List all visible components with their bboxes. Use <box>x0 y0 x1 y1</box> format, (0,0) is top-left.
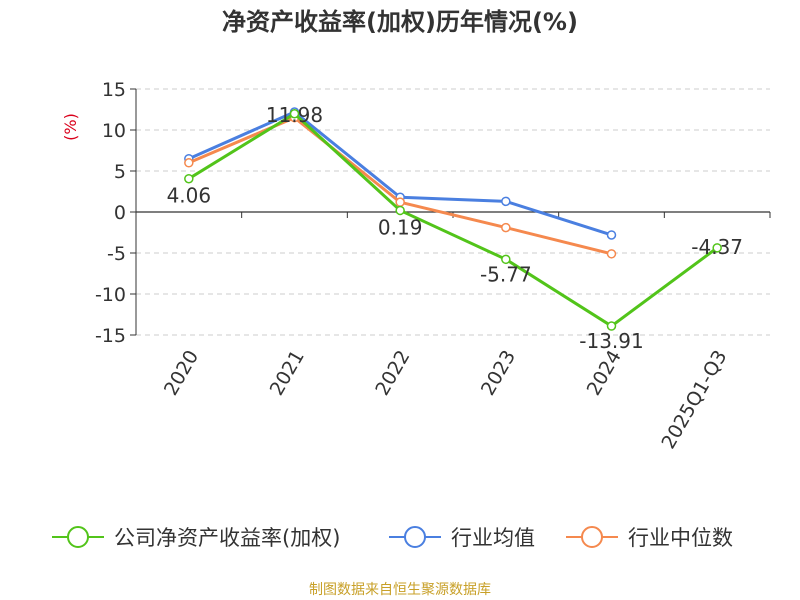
data-label-0: 4.06 <box>167 184 212 208</box>
series-0-point[interactable] <box>184 173 194 184</box>
series-2-point[interactable] <box>395 197 405 207</box>
y-tick-label-5: -10 <box>95 284 126 306</box>
series-0-point[interactable] <box>606 321 617 331</box>
legend-item-2[interactable]: 行业中位数 <box>566 526 733 550</box>
x-tick-label-5: 2025Q1-Q3 <box>657 347 731 453</box>
axes: 15 10 5 0 -5 -10 -15 2020 2021 2022 2023 2024 2025Q1… <box>95 79 771 453</box>
y-tick-label-1: 10 <box>102 120 126 142</box>
chart-title: 净资产收益率(加权)历年情况(%) <box>222 8 578 36</box>
y-tick-label-0: 15 <box>102 79 126 101</box>
data-label-5: -4.37 <box>691 235 743 259</box>
grid-lines <box>136 88 770 336</box>
legend-label-1: 行业均值 <box>451 526 535 550</box>
series-2-point[interactable] <box>184 158 194 168</box>
x-tick-label-0: 2020 <box>160 347 203 400</box>
y-tick-label-3: 0 <box>114 202 126 224</box>
y-tick-label-6: -15 <box>95 325 126 347</box>
series-1-point[interactable] <box>501 196 511 207</box>
series-2-point[interactable] <box>501 222 511 233</box>
series-0-point[interactable] <box>501 254 511 265</box>
series-2-point[interactable] <box>606 249 617 259</box>
data-label-4: -13.91 <box>579 329 643 353</box>
y-axis-label: (%) <box>61 113 80 141</box>
series-line-0 <box>188 112 719 328</box>
source-note: 制图数据来自恒生聚源数据库 <box>309 582 491 598</box>
legend-swatch-marker <box>67 526 89 548</box>
legend-item-0[interactable]: 公司净资产收益率(加权) <box>52 526 340 550</box>
legend-swatch-marker <box>404 526 426 548</box>
legend-item-1[interactable]: 行业均值 <box>389 526 535 550</box>
x-tick-label-3: 2023 <box>477 347 520 400</box>
series-0-point[interactable] <box>712 243 722 253</box>
legend-label-0: 公司净资产收益率(加权) <box>114 526 340 550</box>
series-0-point[interactable] <box>395 205 405 216</box>
data-label-2: 0.19 <box>378 215 423 239</box>
series-lines <box>184 107 722 331</box>
series-1-point[interactable] <box>606 230 617 240</box>
x-tick-label-4: 2024 <box>583 347 626 400</box>
legend-label-2: 行业中位数 <box>628 526 733 550</box>
x-tick-label-1: 2021 <box>266 347 309 400</box>
x-tick-label-2: 2022 <box>371 347 414 400</box>
data-labels: 4.06 11.98 0.19 -5.77 -13.91 -4.37 <box>167 103 743 353</box>
y-tick-label-2: 5 <box>114 161 126 183</box>
legend[interactable]: 公司净资产收益率(加权) 行业均值 行业中位数 <box>52 526 733 550</box>
data-label-3: -5.77 <box>480 262 532 286</box>
series-0-point[interactable] <box>289 109 300 119</box>
y-tick-label-4: -5 <box>107 243 126 265</box>
legend-swatch-marker <box>581 526 603 548</box>
data-label-1: 11.98 <box>266 103 323 127</box>
